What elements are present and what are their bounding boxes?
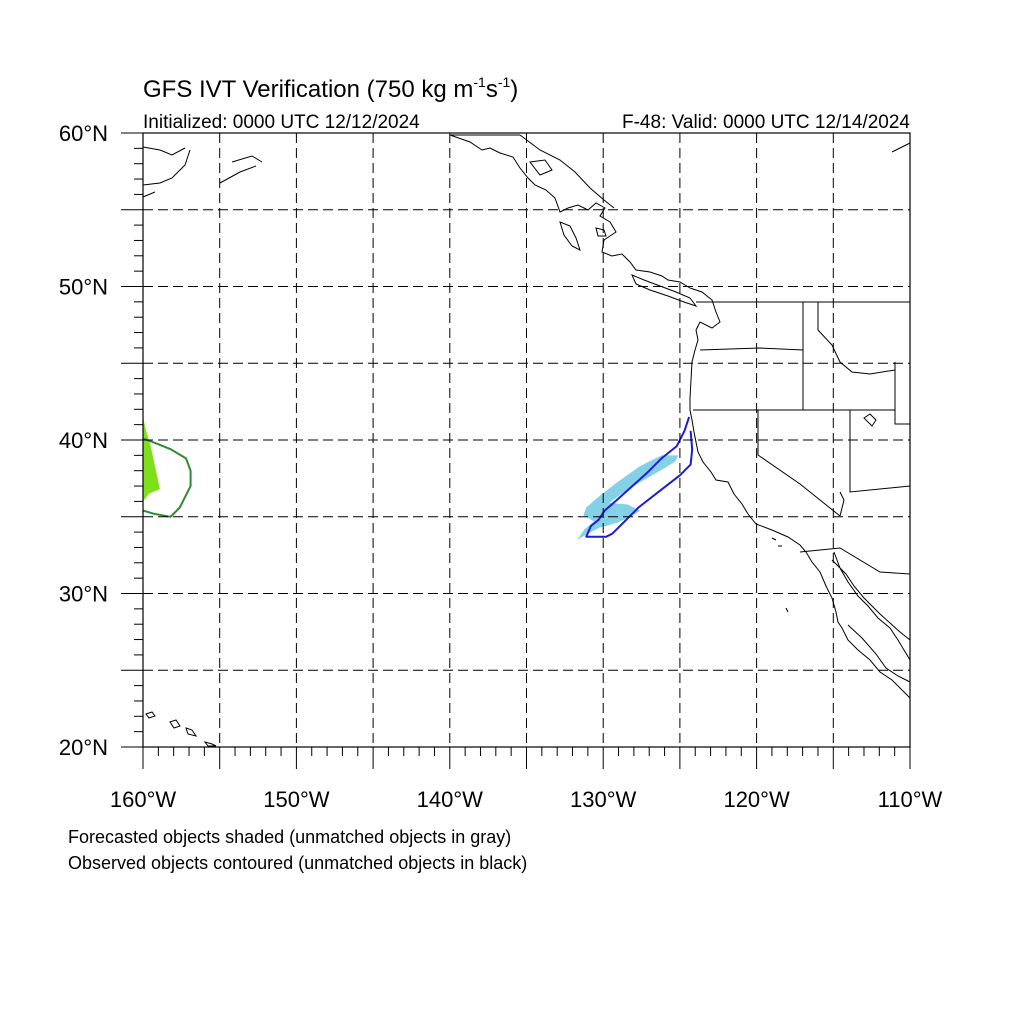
y-tick-label: 30°N — [59, 582, 108, 607]
x-axis-ticks: 160°W 150°W 140°W 130°W 120°W 110°W — [110, 787, 943, 812]
alaska-coast — [449, 134, 691, 289]
wy-ut — [894, 362, 910, 425]
great-salt-lake — [863, 413, 877, 427]
hawaii-islands — [145, 711, 217, 747]
az-ca — [839, 491, 845, 517]
legend-forecast-note: Forecasted objects shaded (unmatched obj… — [68, 827, 512, 847]
mexico-border — [799, 547, 911, 575]
legend-observed-note: Observed objects contoured (unmatched ob… — [68, 853, 528, 873]
forecast-object-shading — [577, 455, 679, 540]
ut-nv-border — [849, 410, 911, 493]
gulf-california — [831, 551, 911, 661]
observed-object-contour — [585, 416, 694, 538]
dashed-gridlines — [143, 133, 910, 747]
y-axis-ticks: 60°N 50°N 40°N 30°N 20°N — [59, 121, 108, 760]
x-tick-label: 110°W — [878, 787, 943, 812]
y-tick-label: 50°N — [59, 275, 108, 300]
map-title: GFS IVT Verification (750 kg m-1s-1) — [143, 74, 518, 103]
y-tick-label: 20°N — [59, 735, 108, 760]
y-tick-label: 40°N — [59, 428, 108, 453]
valid-time: F-48: Valid: 0000 UTC 12/14/2024 — [622, 112, 910, 133]
x-tick-label: 150°W — [263, 787, 330, 812]
mainland-mexico — [847, 624, 911, 683]
x-tick-label: 120°W — [723, 787, 790, 812]
observed-object-contour — [142, 437, 192, 518]
forecast-object-shading — [143, 417, 160, 502]
alaska-islands — [529, 159, 698, 307]
canada-east-corner — [891, 142, 911, 153]
canada-interior — [450, 134, 615, 209]
x-tick-label: 130°W — [570, 787, 637, 812]
channel-islands — [771, 537, 789, 613]
coastlines — [142, 134, 911, 747]
initialized-time: Initialized: 0000 UTC 12/12/2024 — [143, 112, 420, 133]
observed-objects — [142, 416, 694, 538]
west-coast — [689, 287, 911, 699]
x-tick-label: 160°W — [110, 787, 177, 812]
ca-nv-border — [693, 409, 895, 517]
wa-or-border — [699, 347, 804, 351]
alaska-west — [142, 146, 263, 198]
id-border — [802, 302, 896, 410]
forecast-objects — [143, 417, 679, 540]
y-tick-label: 60°N — [59, 121, 108, 146]
x-tick-label: 140°W — [417, 787, 484, 812]
minor-tick-marks — [121, 132, 911, 769]
